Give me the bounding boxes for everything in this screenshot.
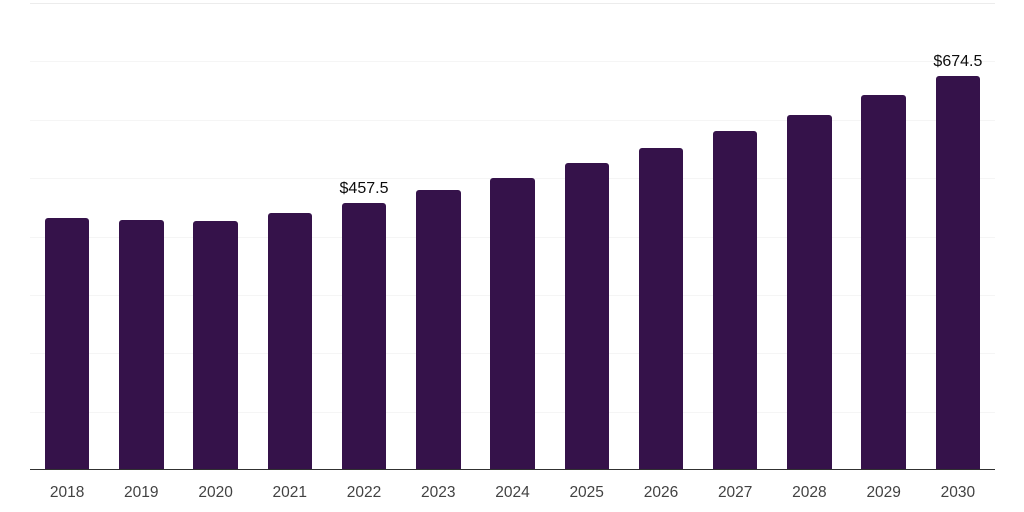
- bar-2030: [935, 76, 981, 470]
- x-tick-label-2020: 2020: [198, 484, 233, 501]
- bar-2025: [564, 162, 609, 470]
- x-tick-label-2023: 2023: [421, 484, 456, 501]
- bar-2024: [490, 177, 535, 470]
- x-tick-label-2018: 2018: [49, 484, 85, 501]
- data-label-2030: $674.5: [933, 53, 983, 71]
- x-tick-label-2027: 2027: [717, 484, 753, 501]
- bar-2023: [416, 189, 461, 470]
- bar-2022: [341, 202, 387, 470]
- x-axis-line: [30, 468, 995, 471]
- x-tick-label-2025: 2025: [569, 484, 604, 501]
- x-tick-label-2030: 2030: [940, 484, 976, 501]
- x-tick-label-2026: 2026: [643, 484, 679, 501]
- bar-2027: [712, 131, 758, 470]
- bar-2028: [787, 114, 832, 470]
- x-tick-label-2022: 2022: [346, 484, 382, 501]
- gridline-800: [30, 3, 995, 4]
- data-label-2022: $457.5: [339, 179, 389, 197]
- bar-2029: [861, 95, 906, 470]
- bar-2026: [638, 147, 684, 470]
- gridline-700: [30, 61, 995, 63]
- x-tick-label-2028: 2028: [792, 484, 827, 501]
- x-tick-label-2024: 2024: [495, 484, 530, 501]
- bar-2020: [193, 221, 238, 470]
- gridline-600: [30, 119, 995, 121]
- bar-2018: [44, 217, 90, 470]
- bar-2021: [267, 213, 313, 470]
- bar-2019: [119, 219, 164, 470]
- x-tick-label-2019: 2019: [124, 484, 159, 501]
- x-tick-label-2021: 2021: [272, 484, 308, 501]
- x-tick-label-2029: 2029: [866, 484, 901, 501]
